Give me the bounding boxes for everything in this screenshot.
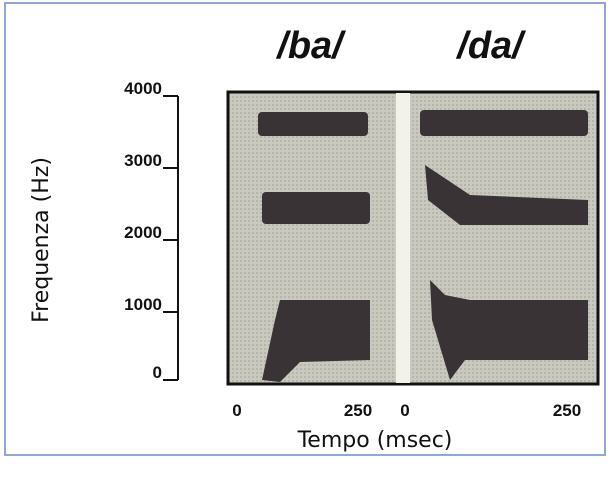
x-tick-label: 250: [344, 401, 372, 420]
x-tick-label: 0: [400, 401, 409, 420]
syllable-title: /ba/: [275, 25, 346, 67]
y-axis-label: Frequenza (Hz): [29, 157, 54, 323]
x-tick-label: 0: [232, 401, 241, 420]
spectrogram: [226, 90, 600, 386]
y-tick-label: 4000: [124, 79, 162, 98]
y-tick-label: 3000: [124, 151, 162, 170]
y-tick-label: 1000: [124, 295, 162, 314]
x-axis-label: Tempo (msec): [297, 428, 453, 453]
y-tick-label: 2000: [124, 223, 162, 242]
x-tick-label: 250: [553, 401, 581, 420]
syllable-title: /da/: [455, 25, 526, 67]
y-tick-label: 0: [153, 363, 162, 382]
frame: [4, 2, 606, 456]
